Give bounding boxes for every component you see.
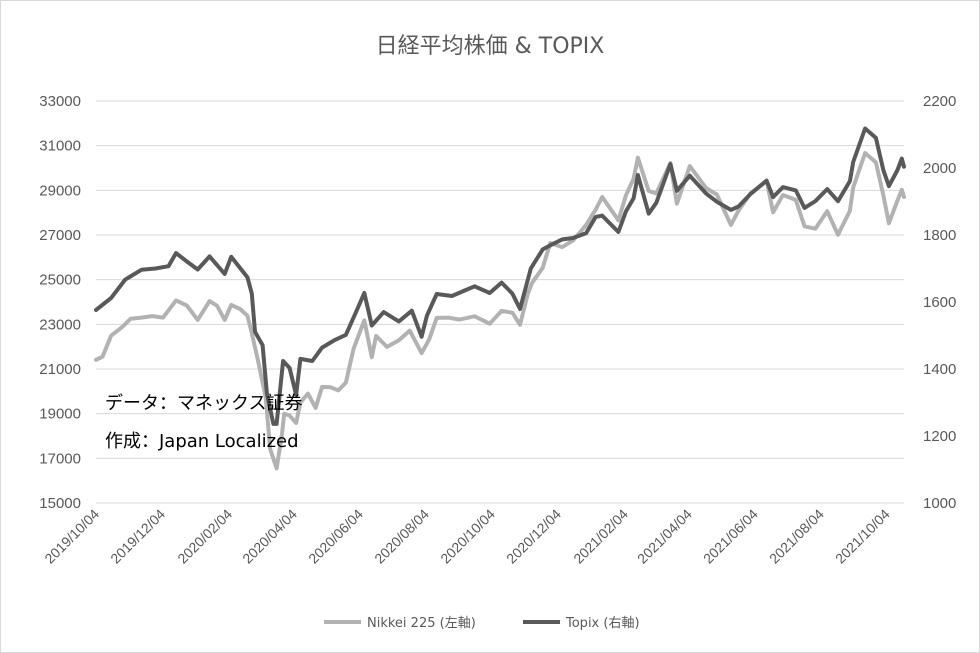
series-lines — [94, 126, 906, 471]
left-tick-label: 25000 — [39, 272, 81, 289]
left-tick-label: 23000 — [39, 316, 81, 333]
gridlines — [96, 100, 904, 504]
left-tick-label: 19000 — [39, 406, 81, 423]
series-line-nikkei — [94, 151, 906, 471]
right-tick-label: 2200 — [923, 93, 956, 110]
x-tick-label: 2021/02/04 — [570, 506, 631, 567]
x-tick-label: 2020/08/04 — [371, 506, 432, 567]
right-axis-ticks: 1000 1200 1400 1600 1800 2000 2200 — [923, 93, 956, 512]
series-line-topix — [94, 126, 906, 426]
right-tick-label: 1600 — [923, 294, 956, 311]
x-axis-ticks: 2019/10/04 2019/12/04 2020/02/04 2020/04/04… — [41, 506, 893, 567]
x-tick-label: 2020/10/04 — [437, 506, 498, 567]
x-tick-label: 2020/06/04 — [305, 506, 366, 567]
left-tick-label: 21000 — [39, 361, 81, 378]
left-axis-ticks: 15000 17000 19000 21000 23000 25000 27000 29000… — [39, 93, 81, 512]
x-tick-label: 2020/12/04 — [503, 506, 564, 567]
right-tick-label: 1000 — [923, 495, 956, 512]
right-tick-label: 1800 — [923, 227, 956, 244]
legend-label-nikkei: Nikkei 225 (左軸) — [367, 616, 476, 631]
legend: Nikkei 225 (左軸) Topix (右軸) — [324, 616, 640, 631]
x-tick-label: 2019/12/04 — [107, 506, 168, 567]
x-tick-label: 2021/04/04 — [634, 506, 695, 567]
left-tick-label: 27000 — [39, 227, 81, 244]
left-tick-label: 17000 — [39, 450, 81, 467]
x-tick-label: 2021/08/04 — [766, 506, 827, 567]
legend-label-topix: Topix (右軸) — [565, 616, 640, 631]
left-tick-label: 29000 — [39, 182, 81, 199]
right-tick-label: 2000 — [923, 160, 956, 177]
author-note: 作成：Japan Localized — [105, 431, 299, 452]
chart-title: 日経平均株価 & TOPIX — [376, 34, 605, 59]
x-tick-label: 2021/10/04 — [832, 506, 893, 567]
x-tick-label: 2021/06/04 — [700, 506, 761, 567]
data-source-note: データ：マネックス証券 — [105, 393, 302, 414]
left-tick-label: 15000 — [39, 495, 81, 512]
x-tick-label: 2019/10/04 — [41, 506, 102, 567]
right-tick-label: 1200 — [923, 428, 956, 445]
x-tick-label: 2020/02/04 — [174, 506, 235, 567]
left-tick-label: 31000 — [39, 138, 81, 155]
right-tick-label: 1400 — [923, 361, 956, 378]
x-tick-label: 2020/04/04 — [239, 506, 300, 567]
left-tick-label: 33000 — [39, 93, 81, 110]
